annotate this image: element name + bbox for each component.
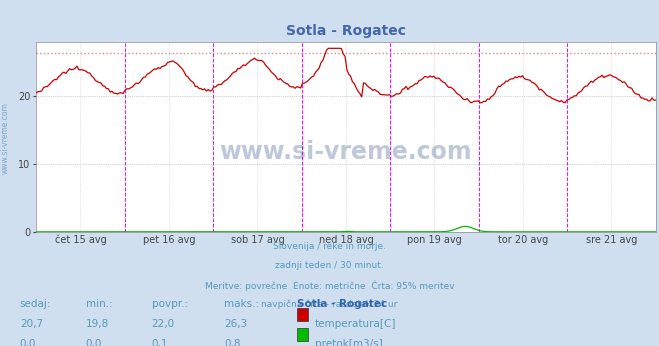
Title: Sotla - Rogatec: Sotla - Rogatec xyxy=(286,24,406,38)
Text: 20,7: 20,7 xyxy=(20,319,43,329)
Text: 0,0: 0,0 xyxy=(86,339,102,346)
Text: www.si-vreme.com: www.si-vreme.com xyxy=(1,102,10,174)
Text: navpična črta - razdelek 24 ur: navpična črta - razdelek 24 ur xyxy=(262,299,397,309)
Text: zadnji teden / 30 minut.: zadnji teden / 30 minut. xyxy=(275,261,384,270)
Text: min.:: min.: xyxy=(86,299,113,309)
Text: Meritve: povrečne  Enote: metrične  Črta: 95% meritev: Meritve: povrečne Enote: metrične Črta: … xyxy=(205,280,454,291)
Text: 0,1: 0,1 xyxy=(152,339,168,346)
Text: Slovenija / reke in morje.: Slovenija / reke in morje. xyxy=(273,242,386,251)
Text: Sotla - Rogatec: Sotla - Rogatec xyxy=(297,299,387,309)
Text: maks.:: maks.: xyxy=(224,299,259,309)
Text: www.si-vreme.com: www.si-vreme.com xyxy=(219,140,473,164)
Text: 19,8: 19,8 xyxy=(86,319,109,329)
Text: povpr.:: povpr.: xyxy=(152,299,188,309)
Text: 26,3: 26,3 xyxy=(224,319,247,329)
Text: temperatura[C]: temperatura[C] xyxy=(315,319,397,329)
Text: 0,0: 0,0 xyxy=(20,339,36,346)
Text: 22,0: 22,0 xyxy=(152,319,175,329)
Text: 0,8: 0,8 xyxy=(224,339,241,346)
Text: pretok[m3/s]: pretok[m3/s] xyxy=(315,339,383,346)
Text: sedaj:: sedaj: xyxy=(20,299,51,309)
